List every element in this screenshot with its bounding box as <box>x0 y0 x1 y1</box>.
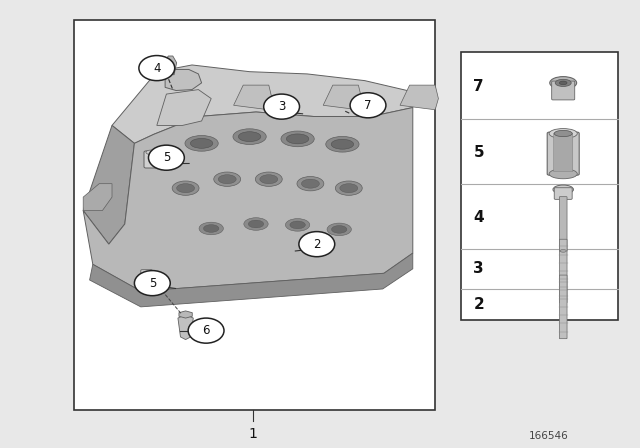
Ellipse shape <box>326 136 359 152</box>
Ellipse shape <box>549 169 577 179</box>
Text: 3: 3 <box>474 261 484 276</box>
Ellipse shape <box>185 135 218 151</box>
Ellipse shape <box>301 179 319 188</box>
FancyBboxPatch shape <box>461 52 618 320</box>
Ellipse shape <box>553 185 573 194</box>
Ellipse shape <box>327 223 351 236</box>
Ellipse shape <box>233 129 266 145</box>
FancyBboxPatch shape <box>559 197 567 251</box>
Text: 6: 6 <box>202 324 210 337</box>
Circle shape <box>148 145 184 170</box>
FancyBboxPatch shape <box>554 133 573 172</box>
Ellipse shape <box>285 219 310 231</box>
FancyBboxPatch shape <box>74 20 435 410</box>
Text: 1: 1 <box>248 427 257 441</box>
Polygon shape <box>90 253 413 307</box>
Ellipse shape <box>297 177 324 191</box>
Text: 166546: 166546 <box>529 431 568 441</box>
Circle shape <box>264 94 300 119</box>
Circle shape <box>350 93 386 118</box>
Circle shape <box>299 232 335 257</box>
Ellipse shape <box>248 220 264 228</box>
Ellipse shape <box>290 221 305 229</box>
Ellipse shape <box>146 150 156 155</box>
FancyBboxPatch shape <box>559 275 567 339</box>
FancyBboxPatch shape <box>554 188 572 199</box>
FancyBboxPatch shape <box>552 81 575 100</box>
Ellipse shape <box>340 184 358 193</box>
Polygon shape <box>112 65 413 143</box>
Text: 5: 5 <box>474 145 484 160</box>
Ellipse shape <box>332 226 347 233</box>
Ellipse shape <box>255 172 282 186</box>
Ellipse shape <box>332 139 354 149</box>
FancyBboxPatch shape <box>144 151 158 168</box>
Polygon shape <box>165 56 177 75</box>
FancyBboxPatch shape <box>141 270 152 283</box>
Text: 5: 5 <box>148 276 156 290</box>
FancyBboxPatch shape <box>547 132 579 175</box>
Polygon shape <box>234 85 272 110</box>
Ellipse shape <box>550 77 577 89</box>
Ellipse shape <box>560 250 566 252</box>
FancyBboxPatch shape <box>559 239 567 303</box>
Polygon shape <box>178 314 193 340</box>
Text: 7: 7 <box>364 99 372 112</box>
Polygon shape <box>83 184 112 211</box>
Text: 2: 2 <box>313 237 321 251</box>
Polygon shape <box>400 85 438 110</box>
Ellipse shape <box>177 184 195 193</box>
Circle shape <box>188 318 224 343</box>
Ellipse shape <box>260 175 278 184</box>
Ellipse shape <box>556 79 572 86</box>
Ellipse shape <box>218 175 236 184</box>
Ellipse shape <box>281 131 314 147</box>
Text: 3: 3 <box>278 100 285 113</box>
Polygon shape <box>157 90 211 125</box>
Ellipse shape <box>335 181 362 195</box>
Ellipse shape <box>191 138 212 148</box>
Ellipse shape <box>559 81 567 85</box>
Ellipse shape <box>172 181 199 195</box>
Ellipse shape <box>554 130 572 137</box>
Text: 7: 7 <box>474 79 484 94</box>
Ellipse shape <box>287 134 309 144</box>
Ellipse shape <box>199 222 223 235</box>
Ellipse shape <box>244 218 268 230</box>
Text: 5: 5 <box>163 151 170 164</box>
Circle shape <box>139 56 175 81</box>
Ellipse shape <box>204 225 219 233</box>
Polygon shape <box>83 125 134 244</box>
Ellipse shape <box>549 129 577 138</box>
Polygon shape <box>323 85 362 110</box>
Text: 2: 2 <box>474 297 484 312</box>
Ellipse shape <box>214 172 241 186</box>
Polygon shape <box>83 108 413 291</box>
Polygon shape <box>179 311 192 318</box>
Circle shape <box>134 271 170 296</box>
Ellipse shape <box>239 132 261 142</box>
Text: 4: 4 <box>153 61 161 75</box>
Polygon shape <box>165 69 202 90</box>
Text: 4: 4 <box>474 210 484 225</box>
